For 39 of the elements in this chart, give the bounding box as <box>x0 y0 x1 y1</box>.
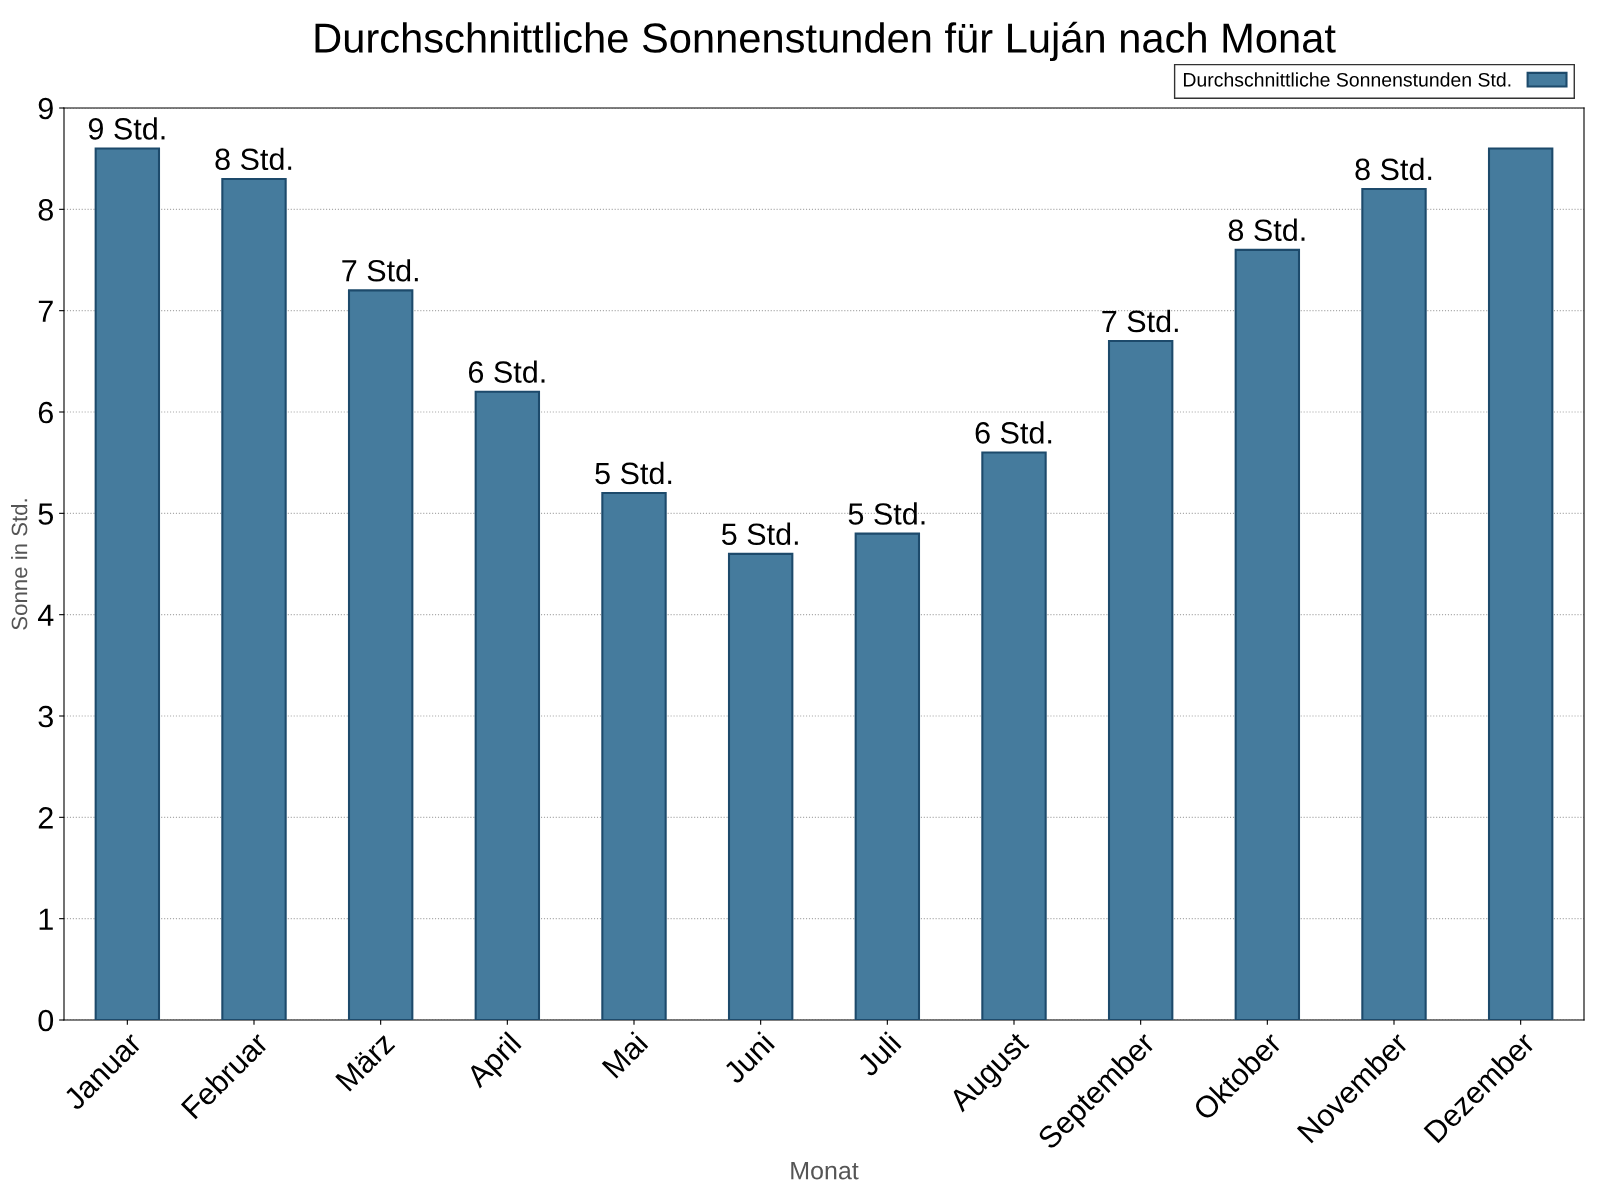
y-tick-label: 2 <box>38 807 53 829</box>
bar <box>347 289 414 1020</box>
data-label: 6 Std. <box>975 421 1052 444</box>
bar <box>94 147 161 1020</box>
y-tick-label: 4 <box>37 604 54 626</box>
bar <box>1107 340 1174 1020</box>
bar <box>601 492 667 1020</box>
data-label: 5 Std. <box>595 461 672 485</box>
data-label: 5 Std. <box>721 522 798 546</box>
y-tick-label: 5 <box>38 503 53 525</box>
bar <box>727 552 794 1020</box>
data-label: 8 Std. <box>1355 157 1432 181</box>
y-tick-label: 1 <box>39 908 53 930</box>
data-label: 7 Std. <box>1102 309 1178 333</box>
data-label: 9 Std. <box>88 117 165 140</box>
legend-label: Durchschnittliche Sonnenstunden Std. <box>1183 72 1511 87</box>
x-tick-label: Juli <box>855 1031 902 1078</box>
data-label: 7 Std. <box>342 259 418 282</box>
bar <box>221 177 287 1020</box>
data-label: 8 Std. <box>1228 218 1305 242</box>
data-label: 6 Std. <box>468 360 545 383</box>
bar <box>1234 248 1301 1020</box>
data-label: 8 Std. <box>215 147 292 171</box>
bar <box>1361 188 1427 1020</box>
x-axis-title: Monat <box>791 1162 859 1180</box>
y-tick-label: 6 <box>38 401 53 424</box>
y-tick-label: 7 <box>38 300 53 322</box>
y-tick-label: 3 <box>38 705 53 728</box>
y-tick-label: 0 <box>38 1009 54 1032</box>
bar <box>854 532 921 1020</box>
bar <box>981 451 1047 1020</box>
x-tick-label: Mai <box>600 1031 649 1079</box>
y-tick-label: 9 <box>38 97 53 120</box>
y-tick-label: 8 <box>38 199 53 221</box>
bar <box>1487 147 1554 1020</box>
data-label: 5 Std. <box>848 502 925 525</box>
bar <box>474 390 541 1020</box>
chart-title: Durchschnittliche Sonnenstunden für Luján nach Monat <box>315 21 1336 62</box>
y-axis-title: Sonne in Std. <box>11 499 28 630</box>
